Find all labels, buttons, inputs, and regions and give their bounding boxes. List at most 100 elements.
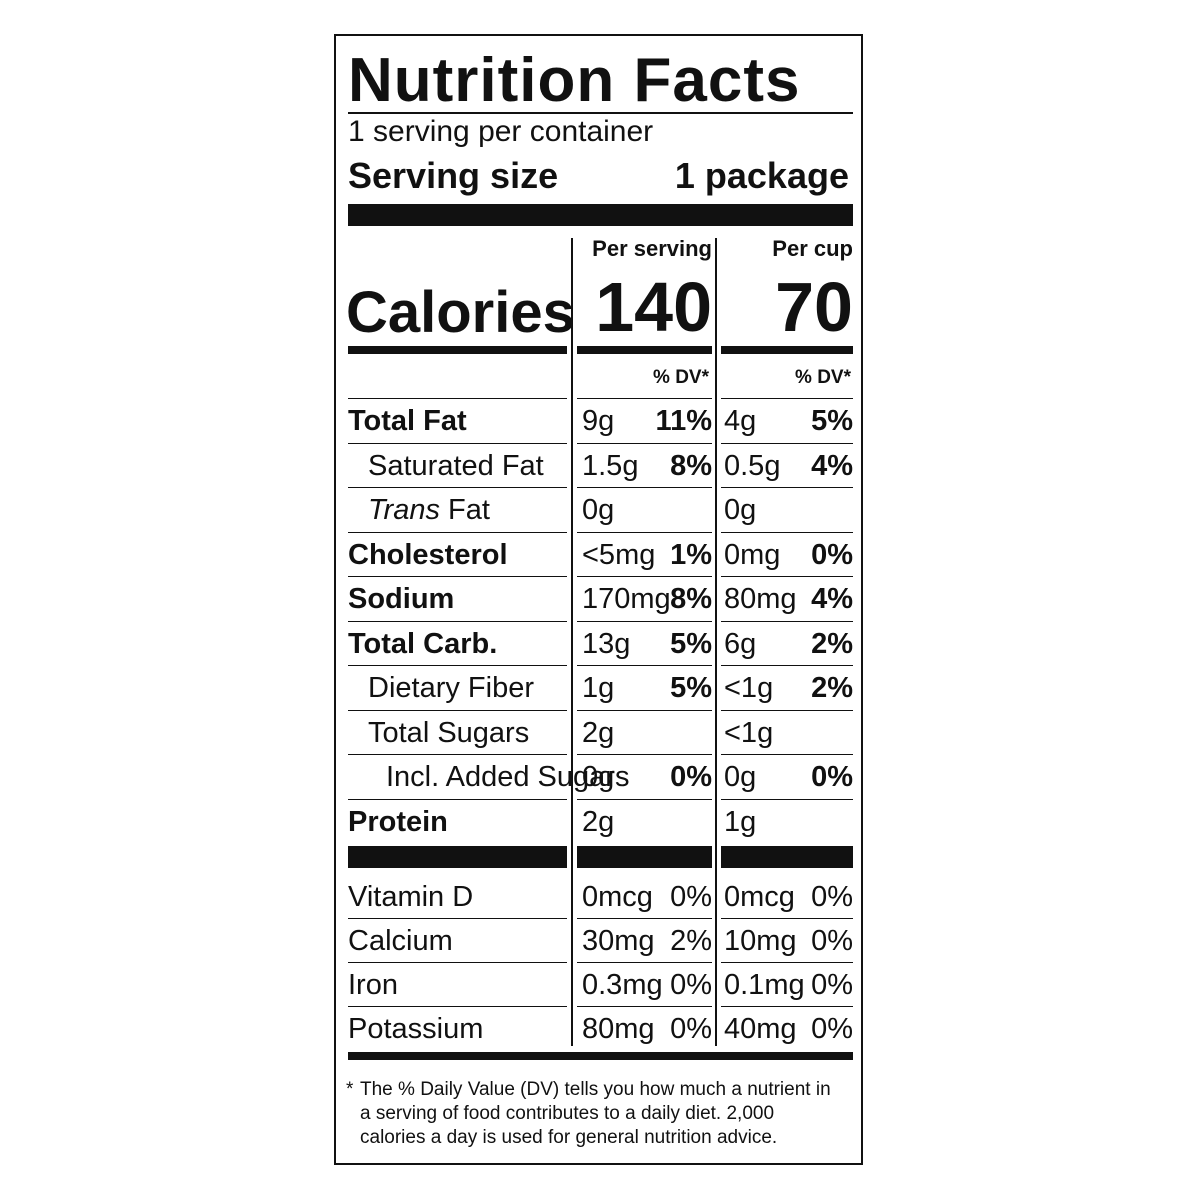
column-divider-serving	[571, 238, 573, 1046]
vitamin-row-divider	[577, 918, 712, 919]
vitamin-name: Iron	[348, 969, 398, 1001]
bottom-divider	[348, 1052, 853, 1060]
row-divider	[348, 620, 567, 622]
row-divider	[348, 798, 567, 800]
vitamin-serving-dv: 0%	[670, 969, 712, 1001]
thick-divider-vitamins-cup	[721, 846, 853, 868]
row-divider	[348, 531, 567, 533]
row-divider	[577, 620, 712, 622]
row-divider	[577, 487, 712, 488]
row-divider	[721, 576, 853, 577]
serving-amount: <5mg	[582, 538, 656, 571]
row-divider	[721, 398, 853, 399]
vitamin-cup-dv: 0%	[811, 1013, 853, 1045]
serving-amount: 2g	[582, 716, 615, 749]
row-divider	[577, 754, 712, 755]
title-divider	[348, 112, 853, 114]
vitamin-cup-amount: 0mcg	[724, 881, 795, 913]
cup-amount: 0mg	[724, 538, 781, 571]
vitamin-row-divider	[348, 1006, 567, 1007]
footnote-star: *	[346, 1079, 354, 1100]
label-title: Nutrition Facts	[348, 46, 801, 115]
column-divider-cup	[715, 238, 717, 1046]
calories-divider-cup	[721, 346, 853, 354]
cup-amount: 0.5g	[724, 449, 781, 482]
vitamin-cup-dv: 0%	[811, 969, 853, 1001]
nutrient-name: Total Sugars	[368, 716, 530, 749]
row-divider	[577, 531, 712, 533]
cup-dv: 2%	[811, 627, 853, 660]
serving-amount: 2g	[582, 805, 615, 838]
serving-dv: 11%	[655, 405, 712, 437]
vitamin-serving-dv: 0%	[670, 881, 712, 913]
cup-amount: <1g	[724, 716, 774, 749]
nutrient-name-italic: Trans	[368, 494, 440, 526]
vitamin-row-divider	[577, 962, 712, 963]
row-divider	[721, 531, 853, 533]
vitamin-name: Potassium	[348, 1013, 484, 1045]
row-divider	[577, 398, 712, 399]
row-divider	[348, 665, 567, 666]
vitamin-name: Vitamin D	[348, 881, 474, 913]
row-divider	[721, 754, 853, 755]
serving-dv: 1%	[670, 538, 712, 571]
serving-size-label: Serving size	[348, 155, 559, 196]
row-divider	[577, 709, 712, 711]
servings-per-container: 1 serving per container	[348, 115, 654, 148]
cup-amount: 4g	[724, 405, 757, 437]
cup-dv: 2%	[811, 672, 853, 704]
nutrient-name: Total Carb.	[348, 627, 498, 660]
nutrient-name: Dietary Fiber	[368, 672, 534, 704]
vitamin-cup-dv: 0%	[811, 881, 853, 913]
vitamin-row-divider	[348, 918, 567, 919]
serving-amount: 0g	[582, 494, 615, 526]
nutrient-name-rest: Fat	[439, 494, 490, 526]
nutrition-facts-label: Nutrition Facts 1 serving per container …	[334, 34, 863, 1165]
calories-per-serving: 140	[595, 268, 712, 346]
vitamin-cup-amount: 40mg	[724, 1013, 797, 1045]
vitamin-row-divider	[348, 962, 567, 963]
vitamin-serving-dv: 2%	[670, 925, 712, 957]
thick-divider-vitamins-name	[348, 846, 567, 868]
vitamin-serving-amount: 80mg	[582, 1013, 655, 1045]
row-divider	[577, 665, 712, 666]
serving-amount: 13g	[582, 627, 631, 660]
cup-amount: 6g	[724, 627, 757, 660]
dv-header-cup: % DV*	[795, 367, 851, 388]
row-divider	[348, 487, 567, 488]
vitamin-cup-amount: 10mg	[724, 925, 797, 957]
row-divider	[348, 754, 567, 755]
nutrient-name: Sodium	[348, 583, 455, 615]
nutrient-name: Saturated Fat	[368, 449, 544, 482]
vitamin-serving-amount: 0mcg	[582, 881, 653, 913]
row-divider	[577, 576, 712, 577]
thick-divider-top	[348, 204, 853, 226]
calories-divider-name	[348, 346, 567, 354]
dv-header-serving: % DV*	[653, 367, 709, 388]
footnote-text: The % Daily Value (DV) tells you how muc…	[360, 1079, 831, 1148]
row-divider	[348, 398, 567, 399]
cup-amount: 0g	[724, 494, 757, 526]
serving-dv: 5%	[670, 627, 712, 660]
row-divider	[348, 576, 567, 577]
serving-amount: 1.5g	[582, 449, 639, 482]
row-divider	[721, 620, 853, 622]
serving-amount: 9g	[582, 405, 615, 437]
vitamin-row-divider	[721, 918, 853, 919]
row-divider	[348, 709, 567, 711]
serving-size-value: 1 package	[674, 155, 849, 196]
row-divider	[721, 709, 853, 711]
column-header-per-serving: Per serving	[592, 236, 712, 261]
row-divider	[721, 665, 853, 666]
nutrient-name: Total Fat	[348, 405, 467, 437]
vitamin-serving-dv: 0%	[670, 1013, 712, 1045]
vitamin-cup-amount: 0.1mg	[724, 969, 805, 1001]
serving-dv: 0%	[670, 761, 712, 793]
cup-dv: 4%	[811, 583, 853, 615]
serving-amount: 1g	[582, 672, 615, 704]
serving-dv: 8%	[670, 449, 712, 482]
vitamin-serving-amount: 0.3mg	[582, 969, 663, 1001]
vitamin-serving-amount: 30mg	[582, 925, 655, 957]
vitamin-row-divider	[577, 1006, 712, 1007]
column-header-per-cup: Per cup	[772, 236, 853, 261]
